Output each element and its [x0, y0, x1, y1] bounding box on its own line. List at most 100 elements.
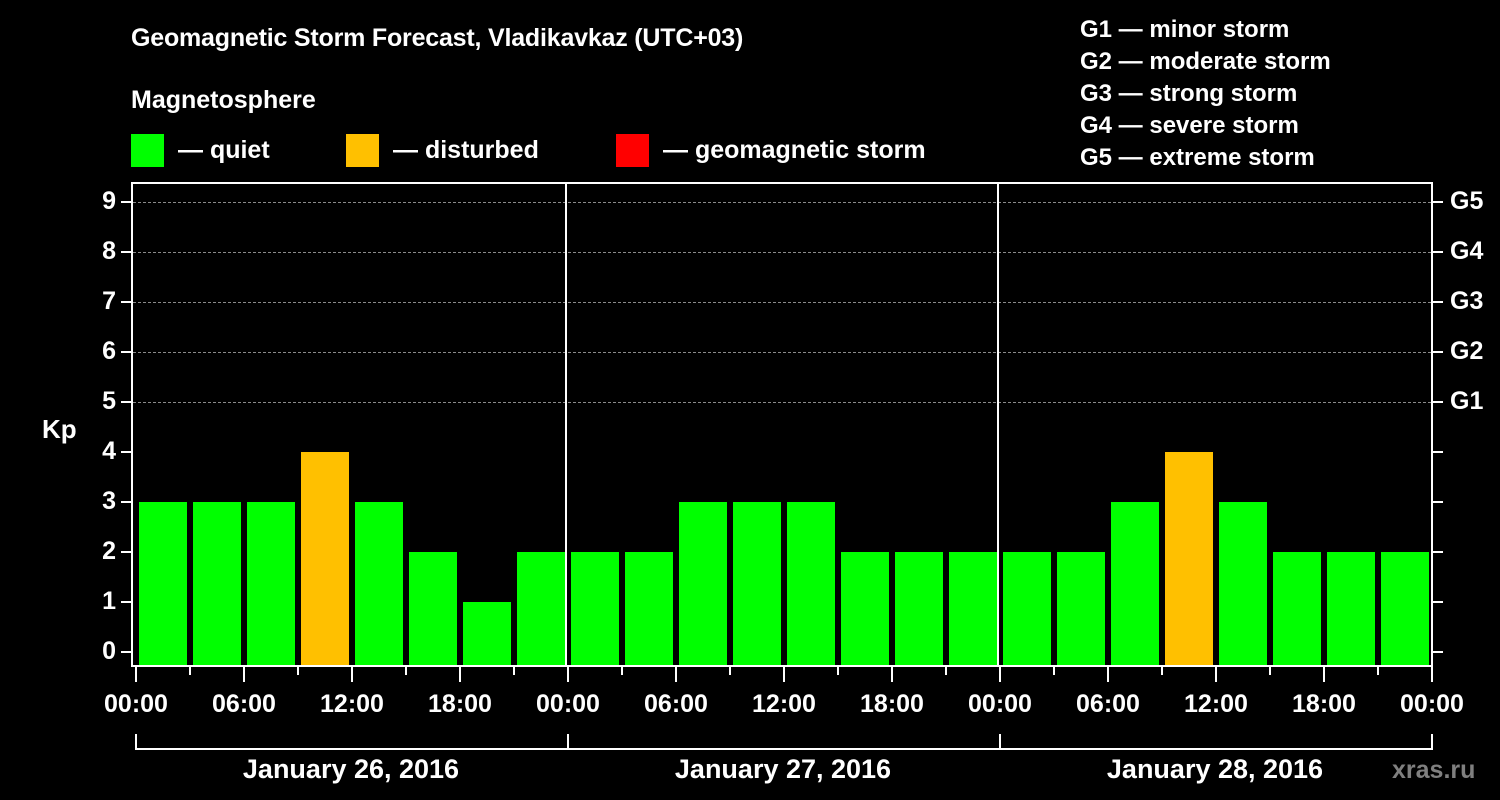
x-tick-minor [729, 667, 731, 675]
kp-bar [301, 452, 349, 666]
x-tick-minor [837, 667, 839, 675]
g4-legend: G4 — severe storm [1080, 112, 1299, 139]
y-tick-left [121, 301, 131, 303]
kp-bar [679, 502, 727, 666]
y-tick-right [1433, 401, 1443, 403]
kp-bar [355, 502, 403, 666]
kp-bar [625, 552, 673, 666]
kp-bar [193, 502, 241, 666]
kp-bar [841, 552, 889, 666]
legend-label: — geomagnetic storm [663, 135, 926, 164]
date-label: January 27, 2016 [674, 754, 892, 784]
x-tick-minor [621, 667, 623, 675]
legend-item-storm: — geomagnetic storm [616, 133, 926, 167]
y-tick-left [121, 451, 131, 453]
plot-area [131, 182, 1433, 667]
x-tick-major [675, 667, 677, 682]
y-tick-right [1433, 451, 1443, 453]
y-tick-left [121, 651, 131, 653]
x-tick-minor [189, 667, 191, 675]
y-tick-label: 8 [102, 237, 116, 265]
kp-bar [1111, 502, 1159, 666]
kp-bar [571, 552, 619, 666]
gridline [133, 402, 1431, 403]
day-separator [997, 182, 999, 667]
x-tick-major [999, 667, 1001, 682]
y-tick-left [121, 251, 131, 253]
y-tick-left [121, 401, 131, 403]
y-tick-left [121, 601, 131, 603]
date-bracket [135, 734, 569, 750]
y-tick-right [1433, 651, 1443, 653]
x-tick-label: 18:00 [1292, 690, 1356, 718]
x-tick-minor [1053, 667, 1055, 675]
gridline [133, 302, 1431, 303]
x-tick-major [135, 667, 137, 682]
y-tick-label: 5 [102, 387, 116, 415]
y-tick-left [121, 351, 131, 353]
x-tick-label: 18:00 [428, 690, 492, 718]
kp-bar [139, 502, 187, 666]
g-scale-legend: G1 — minor storm G2 — moderate storm G3 … [1080, 14, 1331, 174]
x-tick-label: 12:00 [1184, 690, 1248, 718]
x-tick-minor [297, 667, 299, 675]
g3-legend: G3 — strong storm [1080, 80, 1298, 107]
g5-legend: G5 — extreme storm [1080, 144, 1315, 171]
x-tick-label: 06:00 [1076, 690, 1140, 718]
legend-label: — disturbed [393, 135, 539, 164]
legend-label: — quiet [178, 135, 270, 164]
x-tick-minor [405, 667, 407, 675]
kp-bar [949, 552, 997, 666]
y-tick-right [1433, 251, 1443, 253]
y-tick-label: 0 [102, 637, 116, 665]
x-tick-major [567, 667, 569, 682]
x-tick-minor [945, 667, 947, 675]
y-tick-label: 9 [102, 187, 116, 215]
quiet-swatch [131, 133, 164, 167]
x-tick-minor [513, 667, 515, 675]
kp-bar [409, 552, 457, 666]
y-tick-label: 3 [102, 487, 116, 515]
y-tick-label: 7 [102, 287, 116, 315]
x-tick-major [891, 667, 893, 682]
x-tick-label: 06:00 [644, 690, 708, 718]
kp-bar [733, 502, 781, 666]
x-tick-label: 18:00 [860, 690, 924, 718]
x-tick-label: 06:00 [212, 690, 276, 718]
g1-legend: G1 — minor storm [1080, 16, 1290, 43]
x-tick-label: 12:00 [320, 690, 384, 718]
g-scale-label: G5 [1450, 187, 1484, 215]
kp-bar [247, 502, 295, 666]
kp-bar [1003, 552, 1051, 666]
y-tick-left [121, 551, 131, 553]
x-tick-major [1323, 667, 1325, 682]
legend-item-disturbed: — disturbed [346, 133, 539, 167]
y-tick-label: 1 [102, 587, 116, 615]
g2-legend: G2 — moderate storm [1080, 48, 1331, 75]
date-label: January 28, 2016 [1106, 754, 1324, 784]
x-tick-major [351, 667, 353, 682]
x-tick-major [1107, 667, 1109, 682]
x-tick-minor [1269, 667, 1271, 675]
kp-bar [1165, 452, 1213, 666]
day-separator [565, 182, 567, 667]
y-tick-left [121, 501, 131, 503]
kp-bar [1273, 552, 1321, 666]
x-tick-label: 00:00 [968, 690, 1032, 718]
gridline [133, 252, 1431, 253]
chart-title: Geomagnetic Storm Forecast, Vladikavkaz … [131, 24, 744, 52]
gridline [133, 352, 1431, 353]
x-tick-major [459, 667, 461, 682]
watermark: xras.ru [1392, 756, 1476, 784]
y-axis-label: Kp [42, 414, 77, 444]
legend-subtitle: Magnetosphere [131, 86, 316, 114]
x-tick-label: 00:00 [104, 690, 168, 718]
kp-bar [1057, 552, 1105, 666]
x-tick-label: 12:00 [752, 690, 816, 718]
x-tick-minor [1377, 667, 1379, 675]
x-tick-label: 00:00 [1400, 690, 1464, 718]
y-tick-right [1433, 501, 1443, 503]
kp-bar [1381, 552, 1429, 666]
x-tick-major [243, 667, 245, 682]
date-bracket [567, 734, 1001, 750]
